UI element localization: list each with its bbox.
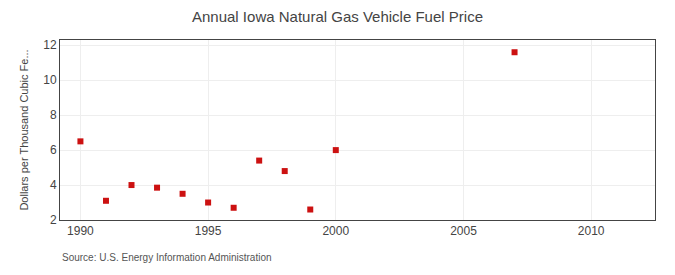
svg-text:2000: 2000: [322, 224, 349, 238]
svg-text:12: 12: [43, 38, 57, 52]
svg-text:Source: U.S. Energy Informatio: Source: U.S. Energy Information Administ…: [62, 252, 272, 263]
svg-text:2005: 2005: [450, 224, 477, 238]
svg-text:1990: 1990: [67, 224, 94, 238]
svg-text:2010: 2010: [578, 224, 605, 238]
svg-text:6: 6: [50, 143, 57, 157]
svg-text:10: 10: [43, 73, 57, 87]
svg-text:Annual Iowa Natural Gas Vehicl: Annual Iowa Natural Gas Vehicle Fuel Pri…: [192, 8, 483, 25]
svg-text:Dollars per Thousand Cubic Fe.: Dollars per Thousand Cubic Fe...: [18, 49, 30, 210]
svg-text:2: 2: [50, 213, 57, 227]
svg-text:4: 4: [50, 178, 57, 192]
svg-text:8: 8: [50, 108, 57, 122]
svg-text:1995: 1995: [195, 224, 222, 238]
